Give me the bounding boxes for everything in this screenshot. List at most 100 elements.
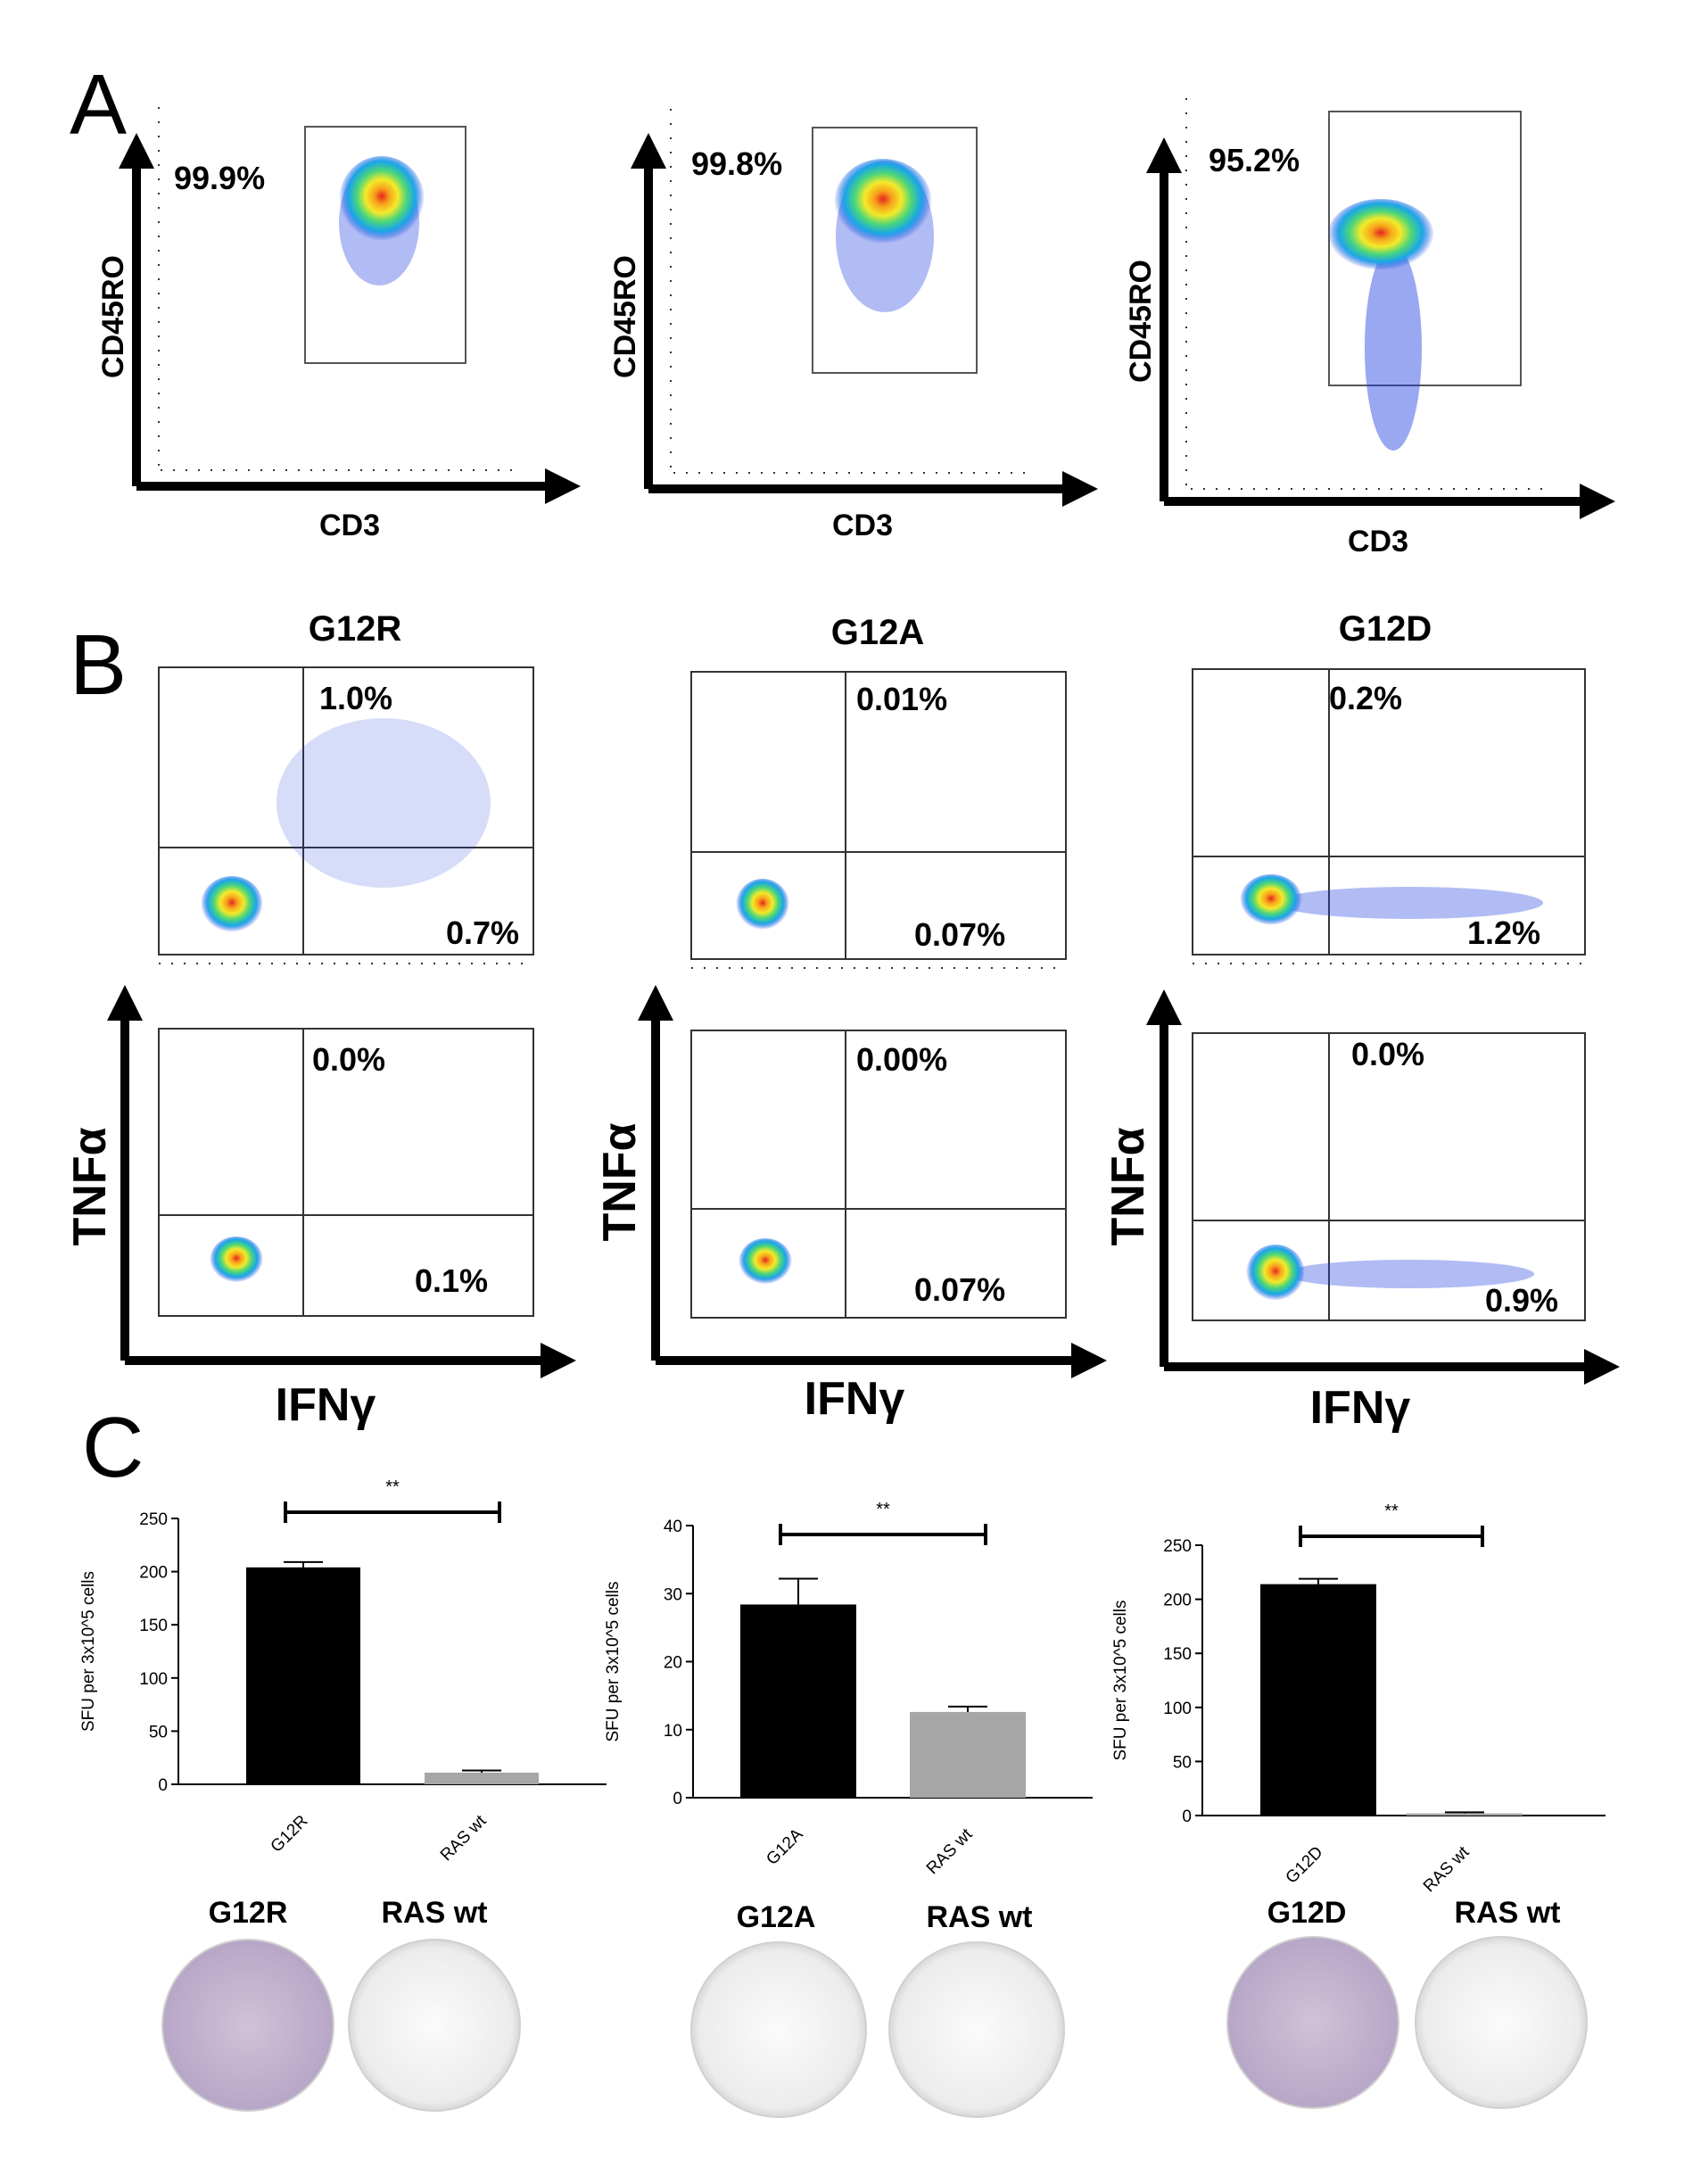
well-ras-wt [348,1939,521,2112]
dotplot-g12r-bottom: 0.0% 0.1% TNFα IFNγ [64,985,576,1431]
gate [1328,111,1522,386]
bar-g12a [740,1604,856,1798]
gate [304,126,466,364]
upper-right-percent: 0.00% [856,1041,947,1078]
lower-right-percent: 0.1% [415,1262,488,1299]
y-tick-label: 200 [1163,1592,1192,1610]
y-tick-label: 200 [139,1564,168,1583]
plot-frame [158,1028,534,1317]
y-tick-label: 20 [664,1654,682,1673]
y-axis-label: TNFα [1102,1127,1154,1245]
significance-label: ** [385,1477,400,1497]
y-axis-label: CD45RO [96,255,130,378]
column-title-g12a: G12A [831,613,925,652]
significance-label: ** [876,1500,890,1519]
population-core [201,876,263,935]
bar-chart-1: 0 50 100 150 200 250 SFU per 3x10^5 cells G12R R… [79,1477,607,1865]
well-label: RAS wt [927,1900,1033,1934]
gate-percent: 99.8% [691,145,782,182]
y-axis-label: SFU per 3x10^5 cells [604,1582,623,1742]
x-axis-label: CD3 [832,509,893,542]
y-tick-label: 50 [149,1723,168,1741]
upper-right-percent: 0.2% [1329,680,1402,716]
column-title-g12d: G12D [1339,609,1432,649]
y-tick-label: 0 [1182,1808,1192,1826]
well-label: G12D [1267,1896,1347,1930]
panel-label-c: C [82,1400,144,1495]
dotplot-g12d-bottom: 0.0% 0.9% TNFα IFNγ [1102,989,1620,1434]
dotplot-g12a-bottom: 0.00% 0.07% TNFα IFNγ [594,985,1107,1425]
well-label: G12R [209,1896,288,1930]
significance-label: ** [1384,1502,1399,1521]
plot-frame [690,671,1067,960]
y-axis-label: TNFα [64,1127,116,1245]
panel-b: G12R G12A G12D 1.0% 0.7% 0.01% 0.07% [64,609,1620,1434]
y-tick-label: 40 [664,1518,682,1536]
dotplot-g12r-top: 1.0% 0.7% [158,666,534,964]
panel-label-b: B [70,617,127,713]
upper-right-percent: 0.01% [856,681,947,717]
panel-label-a: A [70,57,127,153]
upper-right-percent: 1.0% [319,680,392,716]
y-tick-label: 150 [1163,1645,1192,1664]
gate-percent: 95.2% [1209,142,1300,178]
x-tick-label: RAS wt [437,1811,491,1865]
panel-a: 99.9% CD45RO CD3 99.8% CD45RO CD3 95 [96,98,1615,558]
population-core [1246,1245,1305,1303]
dot-cloud [1275,887,1543,919]
population-tail [1365,245,1422,451]
y-tick-label: 100 [1163,1700,1192,1718]
plot-frame [1192,1032,1586,1321]
gate-percent: 99.9% [174,160,265,196]
y-tick-label: 30 [664,1585,682,1604]
well-g12a [690,1941,867,2118]
y-axis-label: CD45RO [1124,260,1158,383]
well-label: RAS wt [382,1896,488,1930]
dotplot-g12d-top: 0.2% 1.2% [1192,668,1586,964]
population-core [736,879,789,932]
population-core [834,159,932,248]
bar-ras-wt [1407,1813,1523,1816]
y-tick-label: 250 [139,1510,168,1529]
x-axis-label: IFNγ [1310,1382,1411,1434]
bar-g12r [246,1567,360,1784]
y-tick-label: 0 [158,1776,168,1795]
y-tick-label: 10 [664,1722,682,1741]
plot-frame [690,1030,1067,1319]
population-core [210,1237,263,1285]
y-tick-label: 100 [139,1670,168,1689]
well-g12r [161,1939,334,2112]
lower-right-percent: 0.07% [914,916,1005,953]
population-core [1327,199,1434,274]
well-ras-wt [888,1941,1065,2118]
dotplot-g12a-top: 0.01% 0.07% [690,671,1067,969]
y-axis-label: TNFα [594,1122,646,1241]
y-tick-label: 50 [1173,1753,1192,1772]
x-axis-label: IFNγ [805,1373,905,1425]
lower-right-percent: 0.07% [914,1271,1005,1308]
upper-right-percent: 0.0% [312,1041,385,1078]
population-core [739,1238,792,1286]
bar-chart-3: 0 50 100 150 200 250 SFU per 3x10^5 cells G12D R… [1111,1502,1606,1896]
dot-cloud [1284,1260,1534,1288]
gate [812,127,978,374]
plot-frame [1192,668,1586,956]
elispot-wells: G12R RAS wt G12A RAS wt G12D RAS wt [161,1896,1588,2118]
y-axis-label: SFU per 3x10^5 cells [79,1571,98,1732]
lower-right-percent: 1.2% [1467,914,1540,951]
y-tick-label: 0 [673,1790,682,1808]
x-axis-label: CD3 [1348,525,1408,558]
bar-ras-wt [425,1772,539,1784]
well-g12d [1226,1936,1399,2109]
column-title-g12r: G12R [309,609,402,649]
bar-chart-2: 0 10 20 30 40 SFU per 3x10^5 cells G12A RAS wt *… [604,1500,1093,1878]
well-label: G12A [737,1900,816,1934]
y-axis-label: CD45RO [608,255,642,378]
x-tick-label: G12D [1283,1843,1327,1888]
lower-right-percent: 0.7% [446,914,519,951]
upper-right-percent: 0.0% [1351,1036,1424,1072]
y-tick-label: 250 [1163,1537,1192,1556]
flow-plot-a2: 99.8% CD45RO CD3 [608,109,1098,542]
dot-cloud [277,718,491,888]
well-label: RAS wt [1455,1896,1561,1930]
